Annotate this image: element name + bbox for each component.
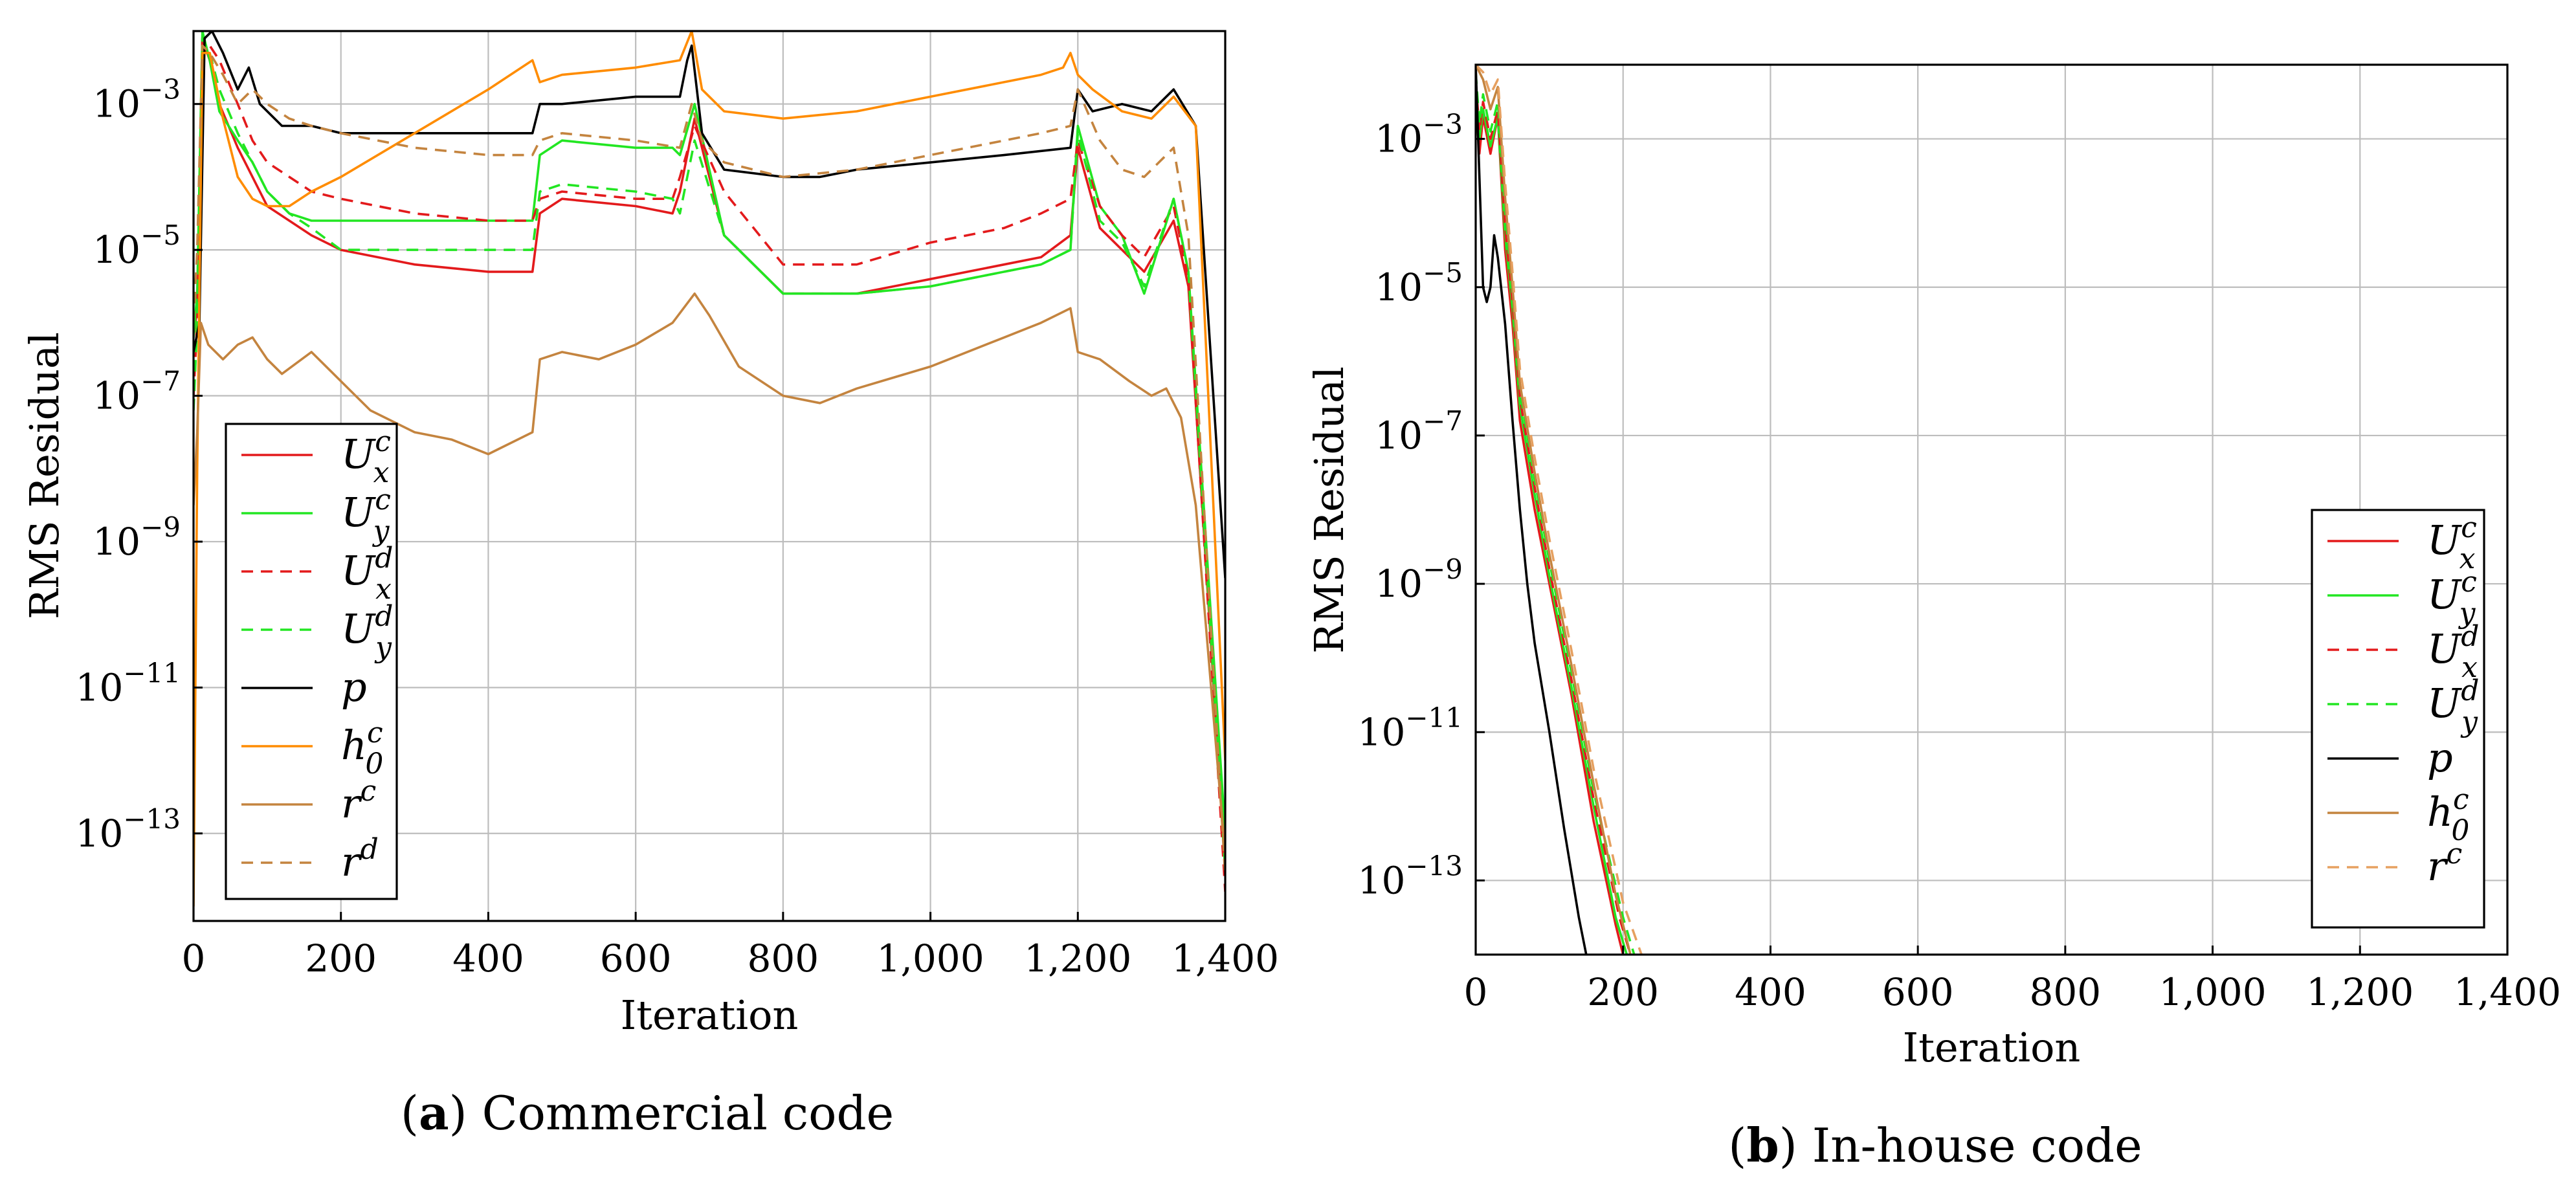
legend-label-h0c: hc 0 bbox=[2427, 783, 2469, 847]
ylabel-a: RMS Residual bbox=[21, 332, 68, 619]
series-line-p bbox=[1476, 65, 1588, 955]
legend-label-Uxc: Uc x bbox=[2427, 511, 2477, 575]
legend-box bbox=[2311, 509, 2485, 929]
y-tick-label: 10−9 bbox=[93, 511, 181, 564]
legend-label-p: p bbox=[2427, 734, 2453, 781]
x-tick-label: 0 bbox=[182, 936, 206, 980]
series-line-Uyc bbox=[1476, 87, 1628, 955]
x-tick-label: 600 bbox=[600, 936, 672, 980]
x-tick-label: 1,000 bbox=[877, 936, 984, 980]
legend-a: Uc xUc yUd xUd yp hc 0rc rd bbox=[225, 423, 398, 900]
caption-b-open-paren: ( bbox=[1728, 1118, 1746, 1173]
legend-label-Uyd: Ud y bbox=[2427, 674, 2479, 738]
series-line-Uyd bbox=[1476, 72, 1636, 955]
y-tick-label: 10−3 bbox=[1375, 109, 1463, 161]
series-line-Uyd bbox=[194, 37, 1225, 870]
series-line-h0c bbox=[194, 31, 1225, 907]
legend-label-h0c: hc 0 bbox=[341, 716, 383, 781]
x-tick-label: 800 bbox=[747, 936, 819, 980]
x-tick-label: 200 bbox=[1587, 970, 1659, 1014]
caption-a-letter: a bbox=[419, 1085, 449, 1140]
ticks-a: 0 200 400 600 800 1,000 1,200 1,400 10−3 10−5 10−7… bbox=[76, 74, 1279, 980]
legend-label-p: p bbox=[341, 663, 367, 711]
y-tick-label: 10−5 bbox=[93, 219, 181, 272]
caption-a: (a) Commercial code bbox=[401, 1085, 894, 1140]
y-tick-label: 10−11 bbox=[1358, 702, 1463, 754]
caption-a-text: Commercial code bbox=[482, 1086, 894, 1140]
caption-a-open-paren: ( bbox=[401, 1086, 419, 1140]
y-tick-label: 10−7 bbox=[93, 366, 181, 418]
legend-label-Uxd: Ud x bbox=[2427, 620, 2479, 684]
x-tick-label: 200 bbox=[305, 936, 377, 980]
x-tick-label: 1,400 bbox=[1171, 936, 1279, 980]
caption-b-close-paren: ) bbox=[1779, 1118, 1812, 1173]
xlabel-b: Iteration bbox=[1903, 1024, 2081, 1071]
panel-a-commercial-code: 0 200 400 600 800 1,000 1,200 1,400 10−3 10−5 10−7… bbox=[21, 30, 1279, 1140]
caption-b-letter: b bbox=[1746, 1118, 1779, 1173]
panel-b-in-house-code: 0 200 400 600 800 1,000 1,200 1,400 10−3 10−5 10−7… bbox=[1305, 63, 2561, 1173]
y-tick-label: 10−7 bbox=[1375, 405, 1463, 458]
y-tick-label: 10−5 bbox=[1375, 257, 1463, 309]
series-line-rc bbox=[194, 292, 1225, 856]
series-line-Uyc bbox=[194, 31, 1225, 834]
legend-label-Uyc: Uc y bbox=[341, 483, 391, 548]
series-lines-a bbox=[194, 31, 1225, 907]
caption-b: (b) In-house code bbox=[1728, 1118, 2142, 1173]
plot-frame-b bbox=[1474, 63, 2509, 956]
legend-label-rc: rc bbox=[341, 775, 376, 827]
ticks-b: 0 200 400 600 800 1,000 1,200 1,400 10−3 10−5 10−7… bbox=[1358, 109, 2561, 1014]
x-tick-label: 400 bbox=[1735, 970, 1806, 1014]
x-tick-label: 1,200 bbox=[1024, 936, 1131, 980]
x-tick-label: 0 bbox=[1464, 970, 1488, 1014]
x-tick-label: 1,200 bbox=[2306, 970, 2414, 1014]
x-tick-label: 1,000 bbox=[2159, 970, 2267, 1014]
xlabel-a: Iteration bbox=[621, 991, 799, 1039]
legend-label-rc: rc bbox=[2427, 837, 2462, 890]
series-line-rd bbox=[194, 44, 1225, 878]
legend-label-Uxd: Ud x bbox=[341, 542, 393, 606]
x-tick-label: 1,400 bbox=[2454, 970, 2561, 1014]
series-line-Uxd bbox=[1476, 79, 1632, 955]
legend-label-Uyc: Uc y bbox=[2427, 566, 2477, 630]
ylabel-b: RMS Residual bbox=[1305, 366, 1353, 654]
x-tick-label: 600 bbox=[1882, 970, 1954, 1014]
series-line-Uxd bbox=[194, 37, 1225, 892]
caption-a-close-paren: ) bbox=[449, 1086, 482, 1140]
series-lines-b bbox=[1476, 65, 1643, 955]
series-line-Uxc bbox=[194, 37, 1225, 870]
legend-label-rd: rd bbox=[341, 833, 379, 885]
y-tick-label: 10−13 bbox=[1358, 850, 1463, 902]
y-tick-label: 10−13 bbox=[76, 803, 181, 856]
x-tick-label: 400 bbox=[452, 936, 524, 980]
y-tick-label: 10−11 bbox=[76, 657, 181, 709]
legend-label-Uyd: Ud y bbox=[341, 600, 393, 664]
legend-label-Uxc: Uc x bbox=[341, 425, 391, 489]
plot-frame-a bbox=[192, 30, 1227, 922]
x-tick-label: 800 bbox=[2029, 970, 2101, 1014]
series-line-rc bbox=[1476, 65, 1643, 955]
legend-box bbox=[225, 423, 398, 900]
y-tick-label: 10−9 bbox=[1375, 553, 1463, 606]
series-line-p bbox=[194, 31, 1225, 579]
series-line-h0c bbox=[1476, 65, 1632, 955]
y-tick-label: 10−3 bbox=[93, 74, 181, 126]
caption-b-text: In-house code bbox=[1812, 1118, 2142, 1173]
